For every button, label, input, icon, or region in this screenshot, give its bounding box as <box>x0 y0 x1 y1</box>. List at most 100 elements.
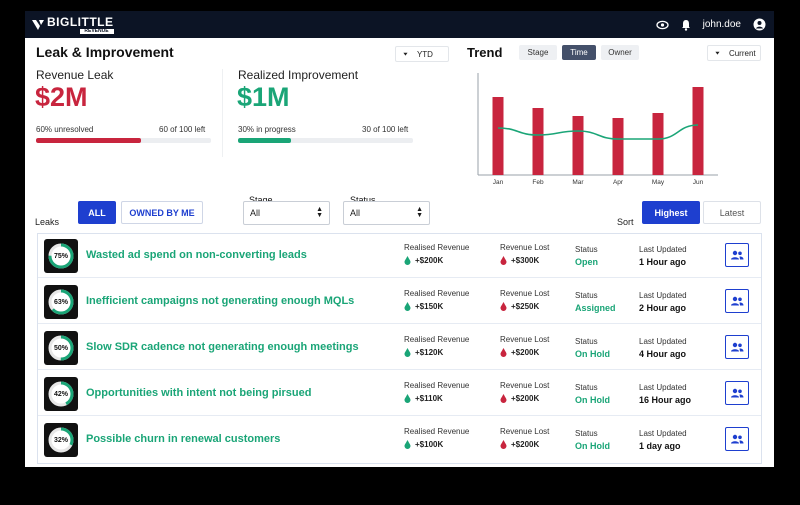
green-drop-icon <box>404 440 411 449</box>
section-title: Leak & Improvement <box>36 44 174 60</box>
gauge-percent: 63% <box>53 298 68 306</box>
status-label: Status <box>350 195 376 205</box>
eye-icon[interactable] <box>655 20 669 30</box>
green-drop-icon <box>404 256 411 265</box>
leak-title[interactable]: Wasted ad spend on non-converting leads <box>86 249 307 261</box>
sort-label: Sort <box>617 217 634 227</box>
revenue-leak-progress-fill <box>36 138 141 143</box>
progress-gauge: 32% <box>44 423 78 457</box>
chevron-down-icon: ▼ <box>714 50 721 56</box>
leak-title[interactable]: Inefficient campaigns not generating eno… <box>86 295 355 307</box>
sort-highest-button[interactable]: Highest <box>642 201 700 224</box>
gauge-percent: 42% <box>53 390 68 398</box>
chart-bar <box>612 118 624 175</box>
red-drop-icon <box>500 348 507 357</box>
sort-latest-button[interactable]: Latest <box>703 201 761 224</box>
x-tick-label: May <box>652 179 665 186</box>
assign-owner-button[interactable] <box>725 243 749 267</box>
green-drop-icon <box>404 394 411 403</box>
leak-row[interactable]: 42% Opportunities with intent not being … <box>38 372 761 416</box>
leak-row[interactable]: 32% Possible churn in renewal customers … <box>38 418 761 462</box>
x-tick-label: Mar <box>572 179 584 186</box>
last-updated-value: 1 Hour ago <box>639 257 687 267</box>
revenue-lost-value: +$300K <box>500 256 539 265</box>
chart-bar <box>572 116 584 175</box>
gauge-percent: 32% <box>53 436 68 444</box>
x-tick-label: Apr <box>613 179 624 186</box>
progress-gauge: 63% <box>44 285 78 319</box>
status-header: Status <box>575 291 598 300</box>
gauge-ring-icon <box>48 381 74 407</box>
assign-owner-button[interactable] <box>725 289 749 313</box>
trend-period-value: Current <box>728 48 756 58</box>
revenue-lost-header: Revenue Lost <box>500 335 550 344</box>
status-header: Status <box>575 337 598 346</box>
status-select[interactable]: All ▲ ▼ <box>343 201 430 225</box>
green-drop-icon <box>404 302 411 311</box>
realised-revenue-value: +$100K <box>404 440 443 449</box>
realised-amount: +$150K <box>415 302 444 311</box>
realised-revenue-value: +$200K <box>404 256 443 265</box>
green-drop-icon <box>404 348 411 357</box>
stage-select-value: All <box>250 208 261 218</box>
realised-amount: +$120K <box>415 348 444 357</box>
leak-row[interactable]: 75% Wasted ad spend on non-converting le… <box>38 234 761 278</box>
top-navbar: BIGLITTLE REVENUE john.doe <box>25 11 774 38</box>
realized-improvement-count: 30 of 100 left <box>362 125 409 134</box>
bell-icon[interactable] <box>681 19 691 31</box>
logo-mark-icon <box>32 19 44 30</box>
status-value: Assigned <box>575 303 616 313</box>
chart-bar <box>692 87 704 175</box>
gauge-ring-icon <box>48 243 74 269</box>
stage-select[interactable]: All ▲ ▼ <box>243 201 330 225</box>
chevron-down-icon: ▼ <box>402 51 409 57</box>
x-tick-label: Feb <box>532 179 544 186</box>
segment-owner[interactable]: Owner <box>601 45 639 60</box>
last-updated-value: 1 day ago <box>639 441 681 451</box>
realised-amount: +$110K <box>415 394 443 403</box>
revenue-leak-label: Revenue Leak <box>36 68 114 82</box>
leak-title[interactable]: Slow SDR cadence not generating enough m… <box>86 341 359 353</box>
assign-owner-button[interactable] <box>725 427 749 451</box>
last-updated-value: 16 Hour ago <box>639 395 692 405</box>
period-dropdown[interactable]: ▼ YTD <box>395 46 449 62</box>
lost-amount: +$200K <box>511 394 540 403</box>
realised-revenue-header: Realised Revenue <box>404 335 470 344</box>
period-dropdown-value: YTD <box>416 49 433 59</box>
realised-revenue-value: +$150K <box>404 302 443 311</box>
leak-row[interactable]: 50% Slow SDR cadence not generating enou… <box>38 326 761 370</box>
red-drop-icon <box>500 256 507 265</box>
kpi-divider <box>222 69 223 157</box>
assign-owner-button[interactable] <box>725 381 749 405</box>
status-header: Status <box>575 429 598 438</box>
realised-revenue-value: +$110K <box>404 394 443 403</box>
segment-time[interactable]: Time <box>562 45 596 60</box>
realized-improvement-progress-text: 30% in progress <box>238 125 296 134</box>
leak-row[interactable]: 63% Inefficient campaigns not generating… <box>38 280 761 324</box>
leak-title[interactable]: Opportunities with intent not being pirs… <box>86 387 312 399</box>
logo[interactable]: BIGLITTLE REVENUE <box>31 16 114 34</box>
users-icon <box>731 434 744 444</box>
status-value: On Hold <box>575 441 610 451</box>
realised-revenue-header: Realised Revenue <box>404 243 470 252</box>
x-tick-label: Jun <box>693 179 704 186</box>
segment-stage[interactable]: Stage <box>519 45 557 60</box>
lost-amount: +$200K <box>511 440 540 449</box>
red-drop-icon <box>500 302 507 311</box>
last-updated-header: Last Updated <box>639 245 687 254</box>
assign-owner-button[interactable] <box>725 335 749 359</box>
trend-period-dropdown[interactable]: ▼ Current <box>707 45 761 61</box>
gauge-ring-icon <box>48 335 74 361</box>
filter-all-button[interactable]: ALL <box>78 201 116 224</box>
last-updated-header: Last Updated <box>639 383 687 392</box>
username[interactable]: john.doe <box>702 19 741 30</box>
revenue-lost-value: +$200K <box>500 440 539 449</box>
chart-bar <box>652 113 664 175</box>
user-icon[interactable] <box>753 18 766 31</box>
realised-amount: +$200K <box>415 256 444 265</box>
realised-revenue-header: Realised Revenue <box>404 381 470 390</box>
users-icon <box>731 296 744 306</box>
leak-title[interactable]: Possible churn in renewal customers <box>86 433 281 445</box>
filter-owned-button[interactable]: OWNED BY ME <box>121 201 203 224</box>
users-icon <box>731 388 744 398</box>
